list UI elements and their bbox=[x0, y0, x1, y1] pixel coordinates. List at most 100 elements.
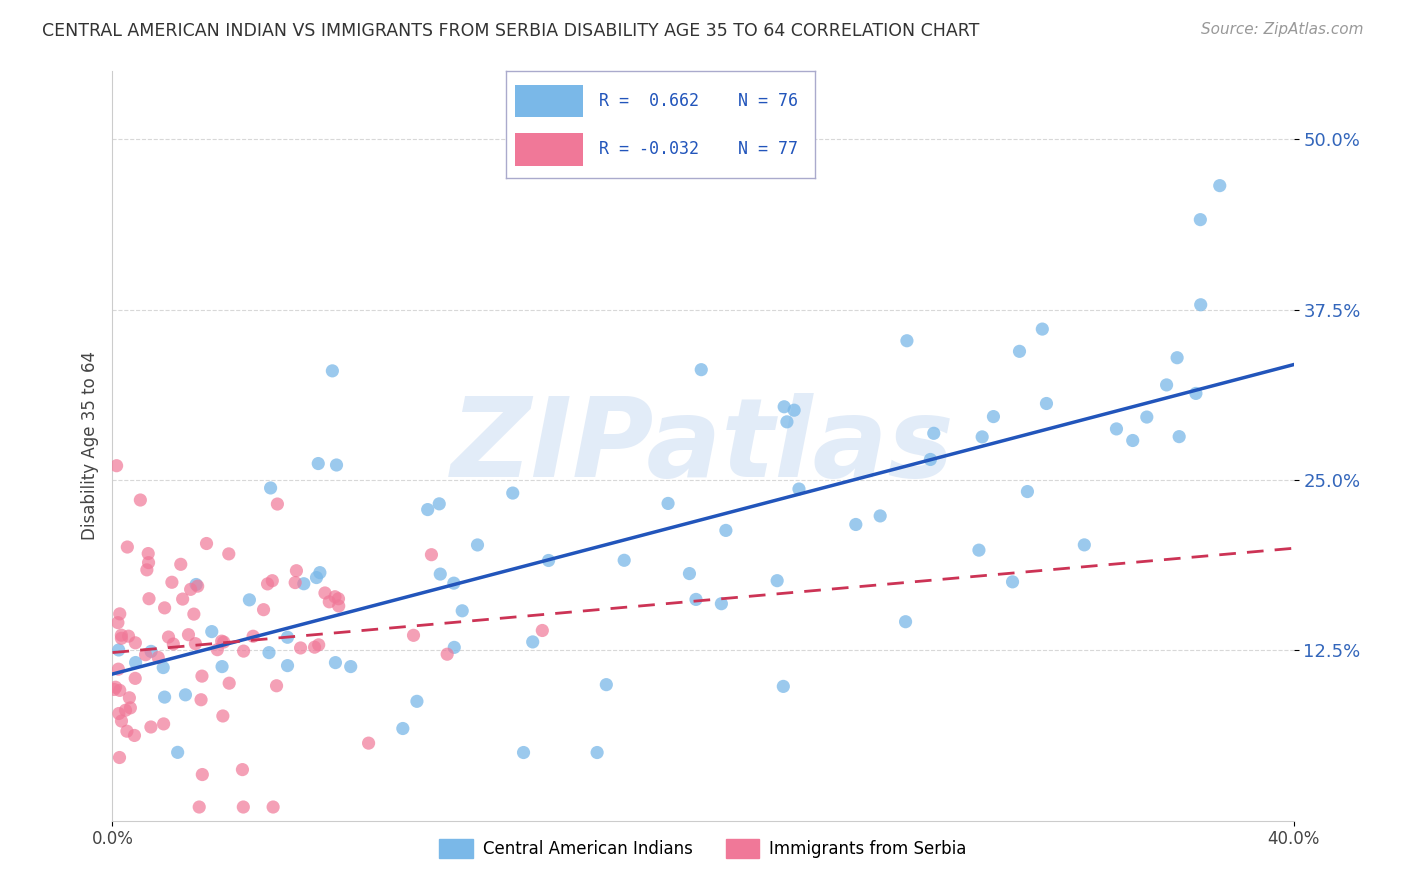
Point bbox=[392, 722, 415, 736]
Point bbox=[685, 592, 707, 607]
Point bbox=[180, 582, 202, 597]
Point bbox=[1031, 322, 1053, 336]
Point bbox=[170, 558, 193, 572]
Point bbox=[427, 497, 450, 511]
Point bbox=[772, 680, 794, 694]
Point bbox=[1073, 538, 1095, 552]
Point bbox=[416, 502, 439, 516]
Point bbox=[148, 650, 170, 665]
Point bbox=[129, 493, 152, 508]
Point bbox=[1017, 484, 1039, 499]
Point bbox=[252, 602, 274, 616]
Point bbox=[305, 570, 328, 584]
Text: R = -0.032: R = -0.032 bbox=[599, 141, 699, 159]
Point bbox=[187, 579, 209, 593]
Point bbox=[406, 694, 429, 708]
Point bbox=[120, 701, 142, 715]
Point bbox=[103, 682, 125, 697]
Point bbox=[218, 676, 240, 690]
Point bbox=[139, 720, 162, 734]
Point bbox=[710, 597, 733, 611]
Point bbox=[124, 636, 146, 650]
Point bbox=[135, 563, 157, 577]
Point bbox=[690, 362, 713, 376]
Point bbox=[114, 703, 136, 717]
Point bbox=[321, 364, 343, 378]
Point bbox=[845, 517, 868, 532]
Point bbox=[256, 577, 278, 591]
Point bbox=[207, 642, 229, 657]
Point bbox=[1136, 410, 1159, 425]
Point bbox=[1001, 574, 1024, 589]
Point bbox=[195, 536, 218, 550]
Point bbox=[191, 767, 214, 781]
Point bbox=[105, 458, 128, 473]
Point bbox=[613, 553, 636, 567]
Point bbox=[108, 683, 131, 698]
Point bbox=[308, 638, 330, 652]
Point bbox=[531, 624, 554, 638]
Point bbox=[110, 628, 132, 642]
Point bbox=[104, 680, 127, 694]
Point bbox=[451, 604, 474, 618]
Point bbox=[1105, 422, 1128, 436]
Point bbox=[138, 556, 160, 570]
Point bbox=[1166, 351, 1188, 365]
Point bbox=[595, 678, 617, 692]
Point bbox=[242, 629, 264, 643]
Point bbox=[135, 648, 157, 662]
Point bbox=[166, 745, 188, 759]
Point bbox=[117, 540, 139, 554]
Point bbox=[522, 635, 544, 649]
Point bbox=[211, 659, 233, 673]
Point bbox=[972, 430, 994, 444]
Point bbox=[266, 497, 288, 511]
Point bbox=[328, 591, 350, 606]
Point bbox=[1008, 344, 1031, 359]
Point bbox=[1209, 178, 1232, 193]
Point bbox=[107, 662, 129, 676]
Point bbox=[257, 646, 280, 660]
Point bbox=[787, 482, 810, 496]
Point bbox=[190, 692, 212, 706]
Text: Source: ZipAtlas.com: Source: ZipAtlas.com bbox=[1201, 22, 1364, 37]
Point bbox=[276, 630, 298, 644]
Point bbox=[357, 736, 380, 750]
Point bbox=[502, 486, 524, 500]
Point bbox=[443, 576, 465, 591]
Point bbox=[231, 763, 253, 777]
Point bbox=[896, 334, 918, 348]
Point bbox=[443, 640, 465, 655]
Point bbox=[107, 615, 129, 630]
Point bbox=[318, 595, 340, 609]
Point bbox=[766, 574, 789, 588]
Point bbox=[152, 660, 174, 674]
Point bbox=[108, 607, 131, 621]
Text: ZIPatlas: ZIPatlas bbox=[451, 392, 955, 500]
Point bbox=[212, 635, 235, 649]
Point bbox=[201, 624, 224, 639]
Point bbox=[512, 746, 534, 760]
Point bbox=[586, 746, 609, 760]
Text: N = 76: N = 76 bbox=[738, 93, 799, 111]
Point bbox=[218, 547, 240, 561]
Point bbox=[304, 640, 326, 655]
Legend: Central American Indians, Immigrants from Serbia: Central American Indians, Immigrants fro… bbox=[433, 832, 973, 864]
Point bbox=[1185, 386, 1208, 401]
Point bbox=[262, 800, 284, 814]
Point bbox=[420, 548, 443, 562]
Point bbox=[1122, 434, 1144, 448]
Point bbox=[115, 724, 138, 739]
Point bbox=[1035, 396, 1057, 410]
Point bbox=[339, 659, 361, 673]
Point bbox=[429, 567, 451, 582]
Point bbox=[153, 690, 176, 705]
Point bbox=[1189, 298, 1212, 312]
Point bbox=[124, 671, 146, 685]
Bar bbox=[516, 134, 583, 166]
Point bbox=[292, 576, 315, 591]
Point bbox=[139, 644, 162, 658]
Point bbox=[783, 403, 806, 417]
Point bbox=[174, 688, 197, 702]
Point bbox=[162, 637, 184, 651]
